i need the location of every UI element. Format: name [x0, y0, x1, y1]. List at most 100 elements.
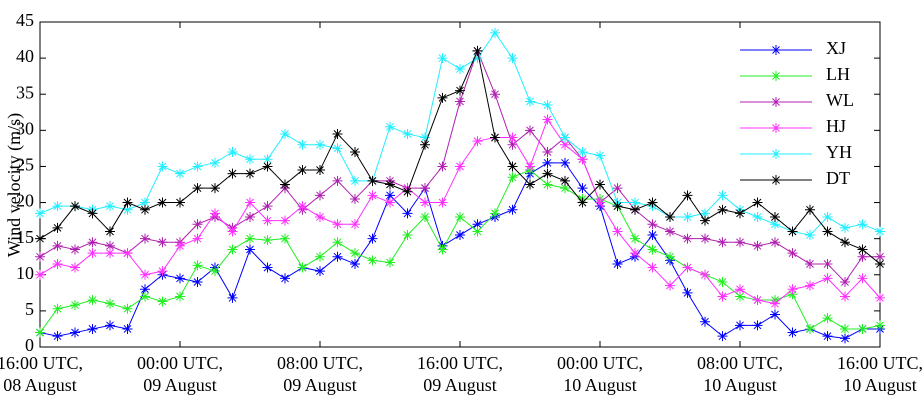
data-point [332, 143, 343, 154]
data-point [490, 27, 500, 38]
data-point [437, 244, 448, 255]
data-point [840, 277, 850, 287]
data-point [332, 175, 343, 186]
legend-label: LH [826, 64, 850, 84]
data-point [105, 320, 115, 331]
legend-marker [771, 123, 781, 133]
legend-marker [771, 175, 781, 185]
legend-marker [771, 149, 781, 159]
data-point [682, 190, 693, 201]
data-point [805, 280, 815, 291]
data-point [595, 197, 605, 208]
data-point [157, 266, 168, 277]
data-point [350, 248, 360, 259]
data-point [52, 258, 63, 269]
data-point [455, 212, 465, 222]
data-point [455, 96, 465, 107]
data-point [542, 100, 553, 111]
data-point [542, 168, 553, 179]
data-point [822, 273, 833, 284]
data-point [682, 262, 693, 273]
data-point [192, 219, 203, 230]
data-point [192, 161, 203, 172]
data-point [87, 237, 98, 248]
data-point [122, 323, 133, 334]
x-tick-label: 00:00 UTC, 09 August [137, 353, 223, 395]
data-point [192, 260, 203, 271]
data-point [717, 190, 728, 201]
data-point [140, 284, 150, 295]
data-point [875, 258, 885, 269]
data-point [140, 291, 150, 302]
data-point [525, 125, 535, 136]
data-point [455, 230, 465, 241]
data-point [647, 197, 658, 208]
x-tick-label: 16:00 UTC, 10 August [837, 353, 922, 395]
legend-label: DT [826, 168, 850, 188]
data-point [140, 269, 150, 280]
data-point [542, 179, 553, 190]
y-tick-label: 25 [16, 155, 34, 175]
data-point [437, 53, 448, 64]
legend-label: WL [826, 90, 854, 110]
data-point [577, 147, 588, 157]
data-point [770, 212, 780, 222]
data-point [507, 161, 518, 172]
data-point [665, 226, 675, 237]
series-line [39, 118, 881, 305]
data-point [507, 132, 518, 143]
data-point [52, 303, 63, 314]
data-point [472, 136, 483, 147]
data-point [840, 237, 850, 248]
data-point [332, 219, 343, 230]
data-point [70, 262, 80, 273]
y-tick-label: 20 [16, 191, 34, 211]
data-point [385, 257, 395, 268]
legend-label: YH [826, 142, 852, 162]
data-point [227, 226, 238, 237]
data-point [595, 179, 605, 190]
data-point [770, 237, 780, 248]
data-point [245, 197, 255, 208]
data-point [35, 233, 45, 244]
data-point [595, 150, 605, 161]
data-point [52, 331, 63, 342]
data-point [175, 273, 185, 284]
data-point [87, 323, 98, 334]
data-point [857, 273, 868, 284]
data-point [350, 219, 360, 230]
data-point [752, 295, 763, 306]
data-point [630, 197, 640, 208]
data-point [192, 233, 203, 244]
data-point [402, 186, 413, 197]
data-point [315, 266, 325, 277]
data-point [542, 157, 553, 168]
data-point [752, 320, 763, 331]
x-tick-label: 16:00 UTC, 09 August [417, 353, 503, 395]
data-point [630, 233, 640, 244]
y-tick-label: 45 [16, 10, 34, 30]
data-point [157, 237, 168, 248]
data-point [700, 233, 710, 244]
data-point [647, 244, 658, 255]
data-point [262, 215, 273, 226]
data-point [752, 240, 763, 251]
data-point [630, 248, 640, 259]
data-point [105, 226, 115, 237]
data-point [507, 53, 518, 64]
data-point [280, 233, 290, 244]
data-point [122, 248, 133, 259]
data-point [525, 179, 535, 190]
data-point [385, 179, 395, 190]
data-point [840, 222, 850, 233]
data-point [157, 197, 168, 208]
data-point [560, 132, 570, 143]
y-axis-label: Wind velocity (m/s) [4, 113, 25, 257]
data-point [857, 251, 868, 262]
series-line [39, 162, 880, 339]
data-point [332, 251, 343, 262]
data-point [455, 85, 465, 96]
data-point [437, 161, 448, 172]
data-point [227, 168, 238, 179]
data-point [822, 331, 833, 342]
